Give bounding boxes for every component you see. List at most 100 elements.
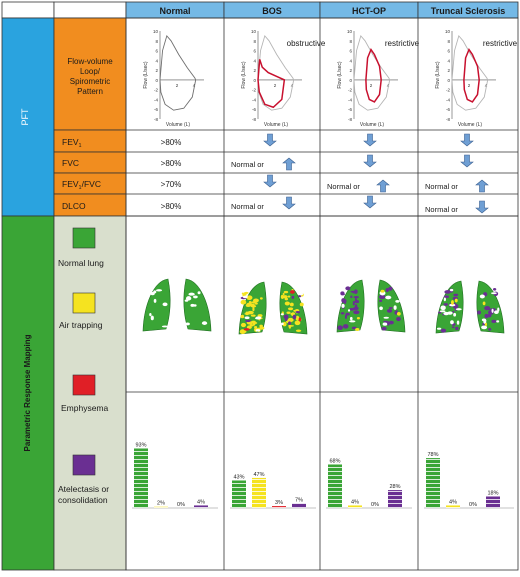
ratio-bos-decrease-arrow: [263, 174, 277, 188]
lung-speckle: [345, 286, 351, 291]
bar-chart-0: 93% 2% 0% 4%: [132, 442, 218, 509]
lung-speckle: [287, 307, 294, 311]
lung-speckle: [150, 292, 155, 296]
lung-speckle: [380, 289, 385, 293]
lung-speckle: [201, 321, 208, 325]
loop-y-tick: 0: [155, 78, 158, 83]
lung-speckle: [298, 295, 302, 298]
legend-swatch-normal-lung: [72, 227, 96, 249]
bar-hatch: [348, 505, 362, 508]
bar-value-label: 2%: [157, 501, 165, 507]
bar-chart-2: 68% 4% 0% 28%: [326, 458, 412, 509]
bar-value-label: 0%: [371, 502, 379, 508]
loop-y-tick: -6: [154, 107, 158, 112]
lung-speckle: [244, 316, 250, 320]
bar-hatch: [232, 480, 246, 508]
bar-hatch: [194, 505, 208, 508]
loop-x-tick: 2: [176, 83, 179, 88]
loop-y-tick: 10: [347, 29, 353, 34]
loop-y-tick: 6: [349, 49, 352, 54]
row-label-fvc: FVC: [62, 158, 79, 168]
loop-pattern-label: obstructive: [287, 39, 326, 48]
lung-speckle: [284, 301, 290, 306]
legend-swatch-emphysema: [72, 374, 96, 396]
fev1-ts-decrease-arrow: [460, 133, 474, 147]
lung-speckle: [345, 312, 350, 316]
lung-speckle: [144, 293, 149, 297]
lung-speckle: [340, 293, 345, 296]
fvc-bos-normal-or: Normal or: [231, 160, 264, 169]
lung-speckle: [257, 314, 263, 318]
col-header-normal: Normal: [159, 6, 190, 16]
row-label-loop-line2: Loop/: [80, 67, 101, 76]
lung-speckle: [388, 306, 393, 309]
patient-loop-curve: [257, 59, 286, 109]
fev1-hctop-decrease-arrow: [363, 133, 377, 147]
loop-y-tick: 2: [253, 68, 256, 73]
loop-x-label: Volume (L): [264, 122, 289, 128]
row-label-dlco: DLCO: [62, 201, 86, 211]
lung-speckle: [455, 326, 459, 331]
lung-speckle: [354, 298, 357, 301]
bar-value-label: 4%: [197, 499, 205, 505]
lung-speckle: [343, 299, 347, 304]
loop-y-tick: 0: [253, 78, 256, 83]
loop-y-tick: 0: [349, 78, 352, 83]
lung-speckle: [440, 328, 447, 333]
bar-value-label: 0%: [469, 502, 477, 508]
lung-speckle: [190, 303, 195, 307]
lung-speckle: [482, 319, 487, 322]
pft-section-band: [1, 17, 55, 217]
lung-speckle: [250, 314, 256, 317]
fev1-bos-decrease-arrow: [263, 133, 277, 147]
lung-speckle: [295, 315, 300, 321]
bar-hatch: [292, 503, 306, 508]
lung-speckle: [243, 328, 250, 331]
bar-hatch: [252, 477, 266, 508]
lung-speckle: [254, 302, 258, 305]
lung-speckle: [296, 320, 300, 324]
lung-speckle: [283, 290, 289, 294]
lung-speckle: [289, 302, 294, 307]
lung-speckle: [496, 320, 500, 323]
loop-y-tick: 2: [349, 68, 352, 73]
lung-speckle: [149, 313, 152, 317]
lung-speckle: [447, 311, 453, 315]
col-header-ts: Truncal Sclerosis: [431, 6, 506, 16]
lung-maps: [142, 278, 505, 335]
loop-x-tick: 2: [274, 83, 277, 88]
lung-speckle: [443, 297, 446, 302]
lung-speckle: [491, 319, 497, 323]
lung-speckle: [295, 310, 301, 314]
bar-value-label: 28%: [389, 484, 400, 490]
bar-hatch: [388, 490, 402, 508]
left-lung: [336, 279, 365, 333]
lung-speckle: [342, 324, 349, 329]
lung-speckle: [396, 311, 401, 316]
lung-speckle: [356, 317, 360, 320]
lung-speckle: [396, 316, 401, 322]
loop-y-tick: -4: [252, 97, 256, 102]
lung-speckle: [491, 292, 497, 295]
lung-speckle: [492, 287, 497, 291]
pft-arrows: [263, 133, 489, 214]
lung-speckle: [193, 304, 197, 307]
bar-value-label: 93%: [135, 442, 146, 448]
lung-speckle: [161, 325, 169, 328]
lung-speckle: [291, 295, 295, 299]
lung-speckle: [350, 295, 353, 299]
fev1-normal-value: >80%: [161, 138, 182, 147]
lung-speckle: [188, 292, 195, 296]
lung-speckle: [354, 289, 358, 294]
lung-speckle: [245, 304, 251, 307]
ratio-normal-value: >70%: [161, 180, 182, 189]
ratio-hctop-normal-or: Normal or: [327, 182, 360, 191]
loop-pattern-label: restrictive: [385, 39, 420, 48]
lung-map-2: [336, 279, 406, 333]
lung-speckle: [288, 321, 292, 325]
lung-speckle: [351, 326, 357, 330]
lung-speckle: [282, 321, 287, 327]
bar-hatch: [446, 505, 460, 508]
lung-speckle: [439, 310, 446, 313]
lung-speckle: [449, 303, 456, 307]
